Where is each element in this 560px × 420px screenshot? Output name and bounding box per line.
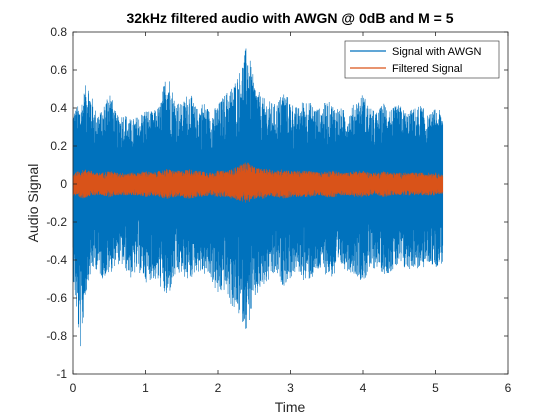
x-tick-label: 0 [70,381,77,395]
y-tick-label: -0.2 [46,215,67,229]
y-tick-label: 0.6 [50,63,67,77]
legend: Signal with AWGN Filtered Signal [344,40,500,79]
y-tick-label: 0.8 [50,25,67,39]
y-tick-label: -0.8 [46,329,67,343]
x-tick-label: 1 [142,381,149,395]
tick-layer: 0 1 2 3 4 5 6 -1 -0.8 -0.6 -0.4 -0.2 0 0.2 0.4 0.6 0.8 [46,25,511,395]
series-line-filtered-signal [72,162,444,203]
series-layer [72,48,444,347]
legend-label-signal-with-awgn: Signal with AWGN [392,46,482,58]
y-tick-label: 0.4 [50,101,67,115]
y-tick-label: -0.6 [46,291,67,305]
y-axis-label: Audio Signal [25,164,41,243]
x-tick-label: 5 [432,381,439,395]
legend-box [344,40,500,79]
y-tick-label: 0.2 [50,139,67,153]
y-tick-label: -1 [56,367,67,381]
x-axis-label: Time [275,399,306,415]
x-tick-label: 6 [505,381,512,395]
x-tick-label: 3 [287,381,294,395]
y-tick-label: 0 [60,177,67,191]
legend-label-filtered-signal: Filtered Signal [392,63,462,75]
x-tick-label: 4 [360,381,367,395]
x-tick-label: 2 [215,381,222,395]
chart-title: 32kHz filtered audio with AWGN @ 0dB and… [126,10,453,26]
y-tick-label: -0.4 [46,253,67,267]
